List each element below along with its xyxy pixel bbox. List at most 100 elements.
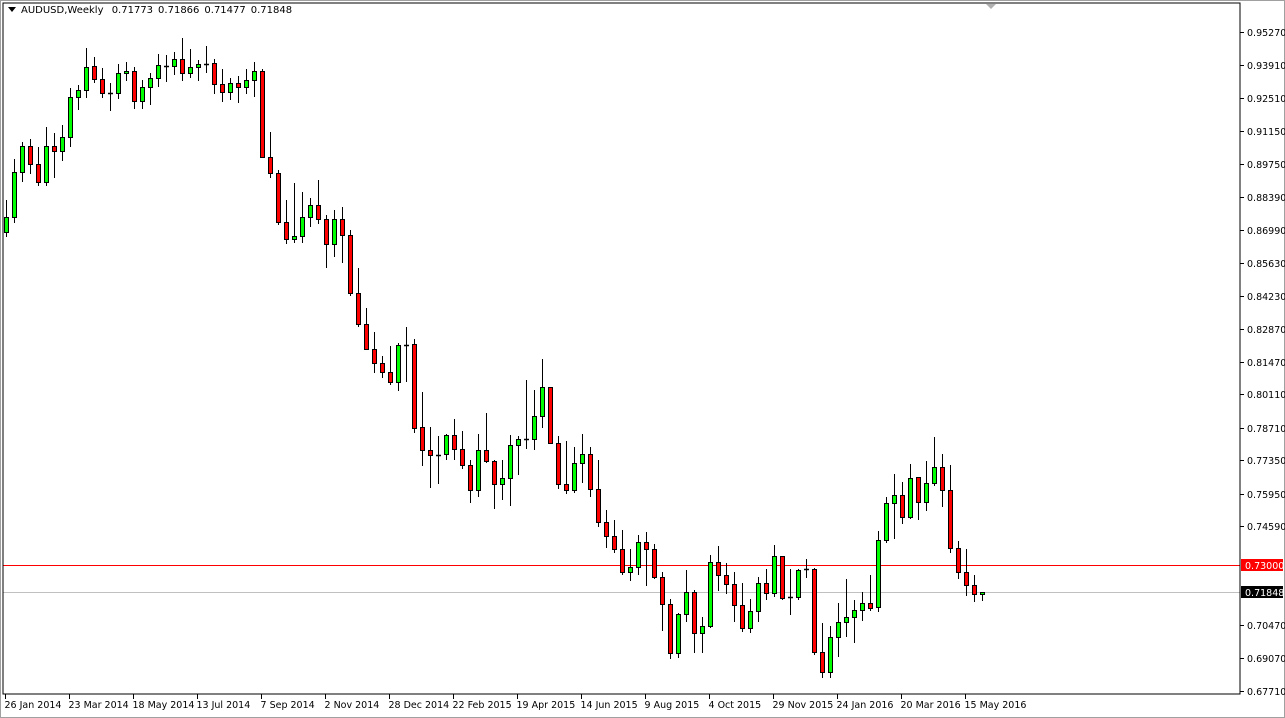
candle: [580, 434, 585, 483]
candle-body-bull: [852, 610, 857, 618]
y-tick-label: 0.81470: [1247, 358, 1285, 369]
x-tick-label: 2 Nov 2014: [325, 700, 380, 711]
candle: [204, 46, 209, 73]
candle-body-bull: [908, 478, 913, 518]
candle: [68, 88, 73, 147]
candle-body-bull: [796, 570, 801, 598]
plot-border: [2, 2, 1241, 695]
ohlc-open: 0.71773: [111, 5, 154, 16]
candle-body-bear: [468, 465, 473, 491]
candle: [460, 431, 465, 469]
candle-body-bear: [460, 449, 465, 466]
candle-body-bear: [548, 387, 553, 444]
candle-body-bear: [284, 222, 289, 240]
y-tick-label: 0.69070: [1247, 654, 1285, 665]
candle: [12, 159, 17, 223]
candle-body-bear: [236, 83, 241, 88]
candle: [780, 556, 785, 600]
candle: [36, 147, 41, 186]
candle-body-bull: [980, 592, 985, 595]
candle: [436, 436, 441, 484]
candle: [284, 200, 289, 244]
x-tick-label: 22 Feb 2015: [453, 700, 512, 711]
candle: [412, 339, 417, 433]
candle-body-bull: [860, 603, 865, 611]
candles: [4, 38, 985, 678]
candle-body-bear: [316, 205, 321, 220]
x-tick-label: 13 Jul 2014: [197, 700, 251, 711]
chart-shift-marker-icon[interactable]: [986, 4, 996, 9]
candle-body-bull: [844, 617, 849, 623]
candle: [796, 569, 801, 600]
candle-body-bear: [596, 489, 601, 523]
candle: [220, 69, 225, 102]
x-tick-label: 20 Mar 2016: [901, 700, 961, 711]
candle: [948, 465, 953, 553]
candle: [532, 390, 537, 450]
candle: [548, 387, 553, 444]
candle: [332, 210, 337, 257]
candle-body-bull: [4, 217, 9, 233]
candle: [404, 327, 409, 382]
candle: [556, 436, 561, 489]
candle-body-bear: [900, 495, 905, 518]
candle: [884, 497, 889, 543]
candle: [316, 180, 321, 224]
dropdown-triangle-icon[interactable]: [8, 7, 16, 12]
candle-body-bull: [540, 387, 545, 417]
candle: [868, 575, 873, 611]
time-axis[interactable]: 26 Jan 2014 23 Mar 2014 18 May 2014 13 Jul …: [5, 694, 1027, 711]
candle-body-bull: [172, 59, 177, 67]
candle: [500, 460, 505, 500]
candle-body-bear: [780, 556, 785, 599]
candle-body-bull: [508, 445, 513, 479]
candle-body-bull: [836, 622, 841, 638]
candle: [908, 464, 913, 519]
y-tick-label: 0.91150: [1247, 127, 1285, 138]
candle: [196, 60, 201, 81]
candle-body-bear: [180, 59, 185, 74]
candle-body-bear: [484, 450, 489, 462]
y-tick-label: 0.80110: [1247, 390, 1285, 401]
candle: [228, 78, 233, 100]
x-tick-label: 24 Jan 2016: [837, 700, 894, 711]
candle-body-bull: [20, 146, 25, 173]
candle: [396, 343, 401, 391]
candle: [588, 447, 593, 497]
candle-body-bear: [268, 157, 273, 174]
candle: [484, 413, 489, 463]
candle-body-bull: [772, 556, 777, 594]
candle-body-bear: [740, 605, 745, 629]
candle: [372, 332, 377, 373]
candle: [212, 59, 217, 94]
candle: [828, 626, 833, 678]
x-tick-label: 7 Sep 2014: [261, 700, 315, 711]
price-line-labels: 0.73000 0.71848: [1241, 559, 1284, 599]
candle: [276, 170, 281, 225]
candle: [116, 64, 121, 99]
candle-body-bear: [260, 71, 265, 158]
candle-body-bear: [724, 575, 729, 585]
candle: [44, 127, 49, 186]
candle: [604, 510, 609, 548]
candle-body-bear: [652, 549, 657, 578]
candle: [980, 592, 985, 601]
price-axis[interactable]: 0.95270 0.93910 0.92510 0.91150 0.89750 0.883…: [1240, 28, 1285, 698]
candle-body-bear: [820, 652, 825, 673]
candle-body-bear: [388, 372, 393, 383]
candle-body-bull: [516, 439, 521, 446]
candle-body-bear: [604, 522, 609, 537]
candle-body-bull: [156, 65, 161, 79]
candle: [164, 55, 169, 82]
candle: [668, 599, 673, 659]
candle-body-bear: [564, 484, 569, 491]
candle: [4, 200, 9, 237]
candle-body-bear: [940, 467, 945, 491]
candle: [492, 460, 497, 509]
candle-body-bear: [868, 603, 873, 609]
candle-body-bull: [932, 467, 937, 484]
candle-body-bull: [532, 416, 537, 440]
candle-body-bear: [212, 63, 217, 85]
